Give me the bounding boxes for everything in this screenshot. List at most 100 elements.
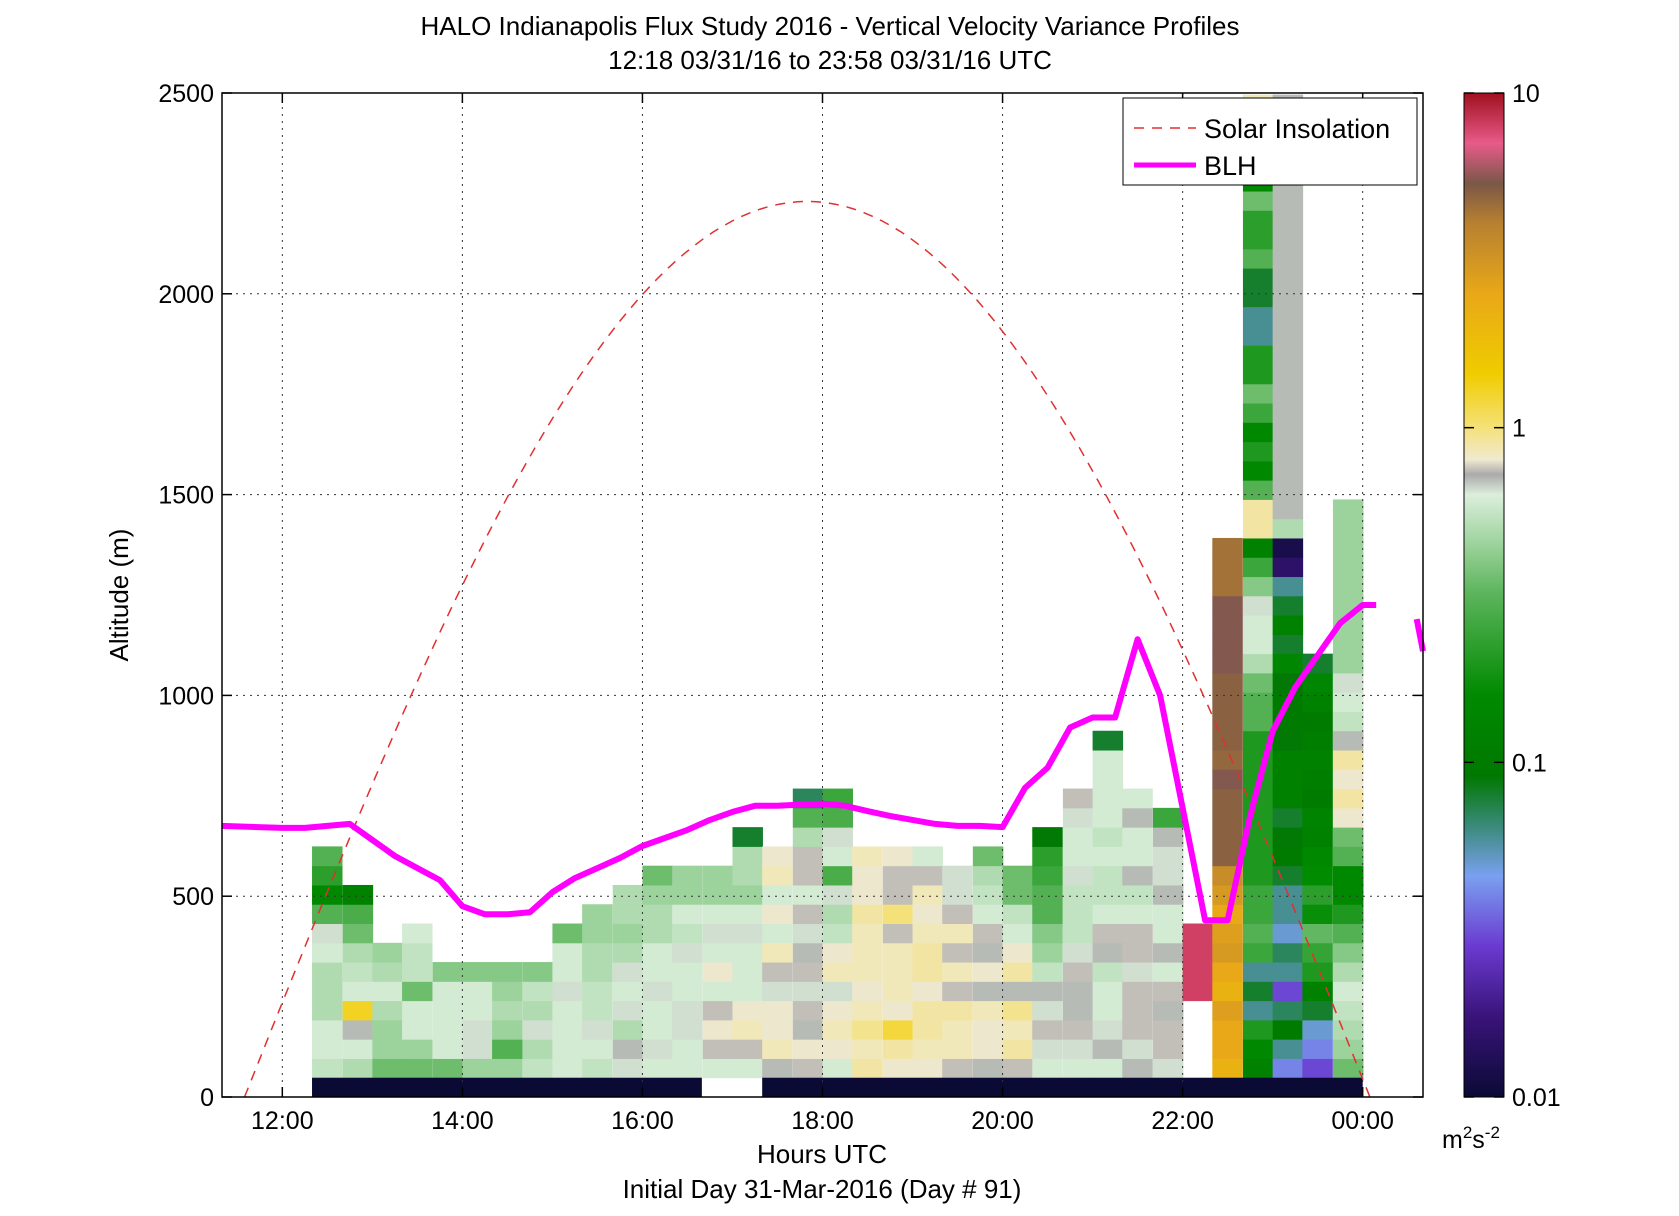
heatmap-cell-8-5 (552, 962, 583, 982)
heatmap-cell-17-7 (822, 923, 853, 944)
heatmap-cell-30-22 (1212, 634, 1243, 655)
x-tick-label-4: 20:00 (971, 1107, 1034, 1135)
heatmap-cell-19-5 (882, 962, 914, 982)
heatmap-cell-31-33 (1242, 422, 1274, 443)
heatmap-cell-27-1 (1122, 1039, 1153, 1059)
heatmap-cell-15-4 (762, 981, 793, 1002)
heatmap-cell-11-4 (642, 981, 673, 1002)
heatmap-cell-31-11 (1242, 846, 1274, 867)
heatmap-cell-20-4 (912, 981, 944, 1002)
heatmap-cell-2-2 (372, 1019, 403, 1040)
heatmap-cell-4-1 (432, 1039, 464, 1059)
heatmap-cell-25-11 (1062, 846, 1094, 867)
heatmap-cell-34-28 (1332, 518, 1364, 539)
heatmap-cell-14-8 (732, 904, 763, 925)
heatmap-cell-31-0 (1242, 1058, 1274, 1079)
heatmap-cell-20-6 (912, 942, 944, 963)
heatmap-cell-17-2 (822, 1019, 853, 1040)
heatmap-cell-31-40 (1242, 287, 1274, 308)
heatmap-cell-32-3 (1272, 1000, 1304, 1021)
heatmap-cell-13-3 (702, 1000, 734, 1021)
heatmap-cell-14-10 (732, 865, 763, 886)
heatmap-cell-25-12 (1062, 827, 1094, 847)
colorbar-gradient (1463, 92, 1505, 1098)
heatmap-cell-25-9 (1062, 884, 1094, 905)
heatmap-cell-0-11 (312, 846, 343, 867)
heatmap-cell-16-0 (792, 1058, 824, 1079)
heatmap-cell-20-1 (912, 1039, 944, 1059)
heatmap-cell-29-2 (1182, 942, 1214, 963)
heatmap-cell-30-23 (1212, 615, 1243, 635)
heatmap-cell-12-5 (672, 962, 703, 982)
heatmap-cell-27-14 (1122, 788, 1153, 809)
heatmap-cell-33-20 (1302, 672, 1333, 693)
heatmap-cell-1-5 (342, 962, 374, 982)
heatmap-cell-18-0 (852, 1058, 883, 1079)
heatmap-cell-7-1 (522, 1039, 554, 1059)
heatmap-cell-21-1 (942, 1039, 973, 1059)
heatmap-cell-8-7 (552, 923, 583, 944)
heatmap-cell-32-40 (1272, 287, 1304, 308)
heatmap-cell-28-2 (1152, 1019, 1184, 1040)
heatmap-cell-19-3 (882, 1000, 914, 1021)
heatmap-cell-30-24 (1212, 595, 1243, 616)
heatmap-cell-27-6 (1122, 942, 1153, 963)
heatmap-cell-27-0 (1122, 1058, 1153, 1079)
heatmap-cell-19-6 (882, 942, 914, 963)
heatmap-cell-27-4 (1122, 981, 1153, 1002)
heatmap-cell-34-27 (1332, 537, 1364, 558)
heatmap-cell-9-2 (582, 1019, 613, 1040)
heatmap-cell-25-1 (1062, 1039, 1094, 1059)
heatmap-cell-19-1 (882, 1039, 914, 1059)
heatmap-cell-1-7 (342, 923, 374, 944)
heatmap-cell-27-10 (1122, 865, 1153, 886)
heatmap-cell-31-8 (1242, 904, 1274, 925)
heatmap-cell-21-4 (942, 981, 973, 1002)
heatmap-cell-18-10 (852, 865, 883, 886)
heatmap-cell-32-16 (1272, 750, 1304, 770)
heatmap-cell-28-3 (1152, 1000, 1184, 1021)
heatmap-cell-34-16 (1332, 750, 1364, 770)
heatmap-cell-23-9 (1002, 884, 1034, 905)
heatmap-cell-16-2 (792, 1019, 824, 1040)
heatmap-cell-30-17 (1212, 730, 1243, 751)
heatmap-cell-14-4 (732, 981, 763, 1002)
heatmap-cell-31-32 (1242, 441, 1274, 462)
heatmap-cell-31-34 (1242, 403, 1274, 423)
heatmap-cell-13-7 (702, 923, 734, 944)
heatmap-cell-16-6 (792, 942, 824, 963)
heatmap-cell-3-4 (402, 981, 433, 1002)
heatmap-cell-22-4 (972, 981, 1004, 1002)
heatmap-cell-30-15 (1212, 769, 1243, 790)
heatmap-cell-31-19 (1242, 692, 1274, 712)
colorbar-tick-label-1: 1 (1512, 415, 1526, 443)
heatmap-cell-17-8 (822, 904, 853, 925)
heatmap-cell-23-3 (1002, 1000, 1034, 1021)
heatmap-cell-27-3 (1122, 1000, 1153, 1021)
heatmap-cell-31-36 (1242, 364, 1274, 385)
heatmap-cell-8-4 (552, 981, 583, 1002)
heatmap-cell-30-26 (1212, 557, 1243, 578)
heatmap-cell-32-23 (1272, 615, 1304, 635)
heatmap-cell-19-8 (882, 904, 914, 925)
heatmap-cell-23-10 (1002, 865, 1034, 886)
heatmap-cell-27-2 (1122, 1019, 1153, 1040)
heatmap-cell-7-0 (522, 1058, 554, 1079)
heatmap-cell-34-13 (1332, 807, 1364, 828)
heatmap-cell-2-0 (372, 1058, 403, 1079)
heatmap-cell-31-5 (1242, 962, 1274, 982)
heatmap-cell-32-31 (1272, 460, 1304, 481)
heatmap-cell-34-6 (1332, 942, 1364, 963)
heatmap-cell-28-1 (1152, 1039, 1184, 1059)
heatmap-cell-33-9 (1302, 884, 1333, 905)
heatmap-cell-4-2 (432, 1019, 464, 1040)
heatmap-cell-28-11 (1152, 846, 1184, 867)
heatmap-cell-32-8 (1272, 904, 1304, 925)
heatmap-cell-32-45 (1272, 190, 1304, 211)
heatmap-cell-26-16 (1092, 750, 1124, 770)
heatmap-cell-17-13 (822, 807, 853, 828)
heatmap-cell-26-5 (1092, 962, 1124, 982)
heatmap-cell-18-6 (852, 942, 883, 963)
heatmap-cell-2-5 (372, 962, 403, 982)
heatmap-cell-32-25 (1272, 576, 1304, 597)
